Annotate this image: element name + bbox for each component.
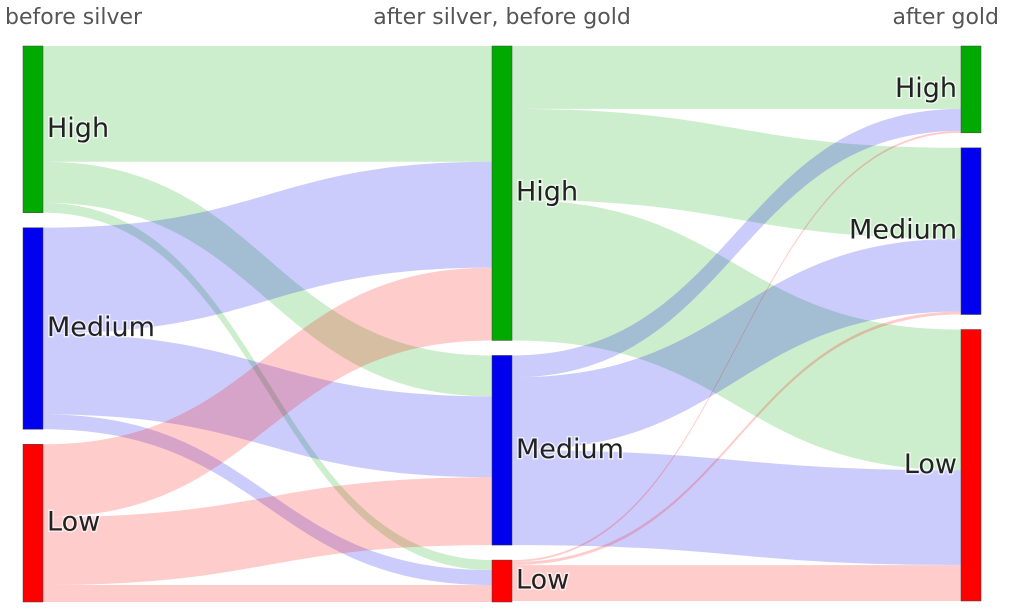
link [512, 565, 961, 602]
node-label: Medium [47, 312, 155, 343]
links [43, 46, 961, 602]
column-title: after gold [892, 5, 999, 30]
link [512, 450, 961, 566]
node [22, 227, 44, 430]
link [512, 311, 961, 566]
node-label: Low [904, 449, 957, 480]
node [491, 355, 513, 546]
node [491, 559, 513, 603]
link [43, 46, 492, 162]
link [512, 199, 961, 471]
link [43, 414, 492, 586]
node [960, 329, 982, 602]
node [960, 147, 982, 315]
node-label: High [895, 73, 957, 104]
link [43, 333, 492, 478]
node-label: High [516, 177, 578, 208]
link [43, 202, 492, 571]
link [512, 130, 961, 563]
node-label: High [47, 113, 109, 144]
node [22, 45, 44, 213]
node [960, 45, 982, 134]
link [43, 161, 492, 397]
link [512, 108, 961, 378]
column-title: after silver, before gold [373, 5, 631, 30]
node [22, 444, 44, 603]
link [43, 585, 492, 602]
link [512, 238, 961, 451]
node [491, 45, 513, 341]
column-title: before silver [5, 5, 143, 30]
link [43, 267, 492, 518]
link [43, 477, 492, 586]
node-label: Medium [849, 215, 957, 246]
link [43, 161, 492, 334]
node-label: Low [516, 565, 569, 596]
node-label: Medium [516, 434, 624, 465]
link [512, 108, 961, 239]
node-label: Low [47, 507, 100, 538]
link [512, 46, 961, 109]
